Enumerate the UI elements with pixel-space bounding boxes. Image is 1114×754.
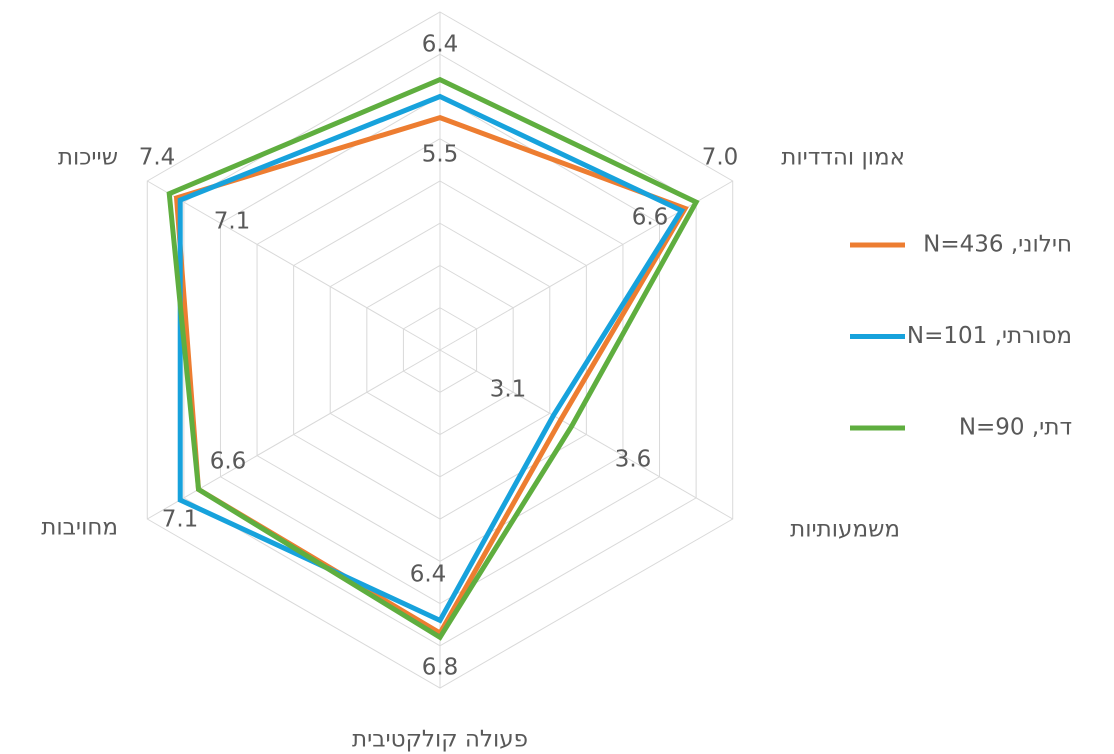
spoke	[147, 349, 441, 520]
series-line	[177, 93, 686, 624]
category-label: מחויבות	[41, 515, 118, 541]
data-label: 6.4	[410, 562, 447, 588]
data-label: 7.1	[214, 209, 251, 235]
data-label: 6.8	[422, 655, 459, 681]
data-label: 7.4	[139, 145, 176, 171]
legend-label: חילוני, N=436	[923, 232, 1072, 258]
category-label: שייכות	[58, 145, 118, 171]
data-label: 6.6	[632, 205, 669, 231]
data-label: 3.6	[615, 447, 652, 473]
data-label: 3.1	[490, 377, 527, 403]
data-label: 6.4	[422, 32, 459, 58]
legend-label: מסורתי, N=101	[907, 323, 1072, 349]
data-label: 5.5	[422, 142, 459, 168]
data-label: 7.0	[702, 145, 739, 171]
spoke	[147, 180, 441, 351]
series-line	[166, 76, 700, 641]
data-label: 7.1	[162, 507, 199, 533]
category-label: אמון והדדיות	[781, 145, 905, 171]
data-label: 6.6	[210, 449, 247, 475]
legend-label: דתי, N=90	[959, 415, 1072, 441]
category-label: פעולה קולקטיבית	[352, 727, 528, 753]
spoke	[439, 349, 733, 520]
category-label: משמעותיות	[790, 517, 900, 543]
